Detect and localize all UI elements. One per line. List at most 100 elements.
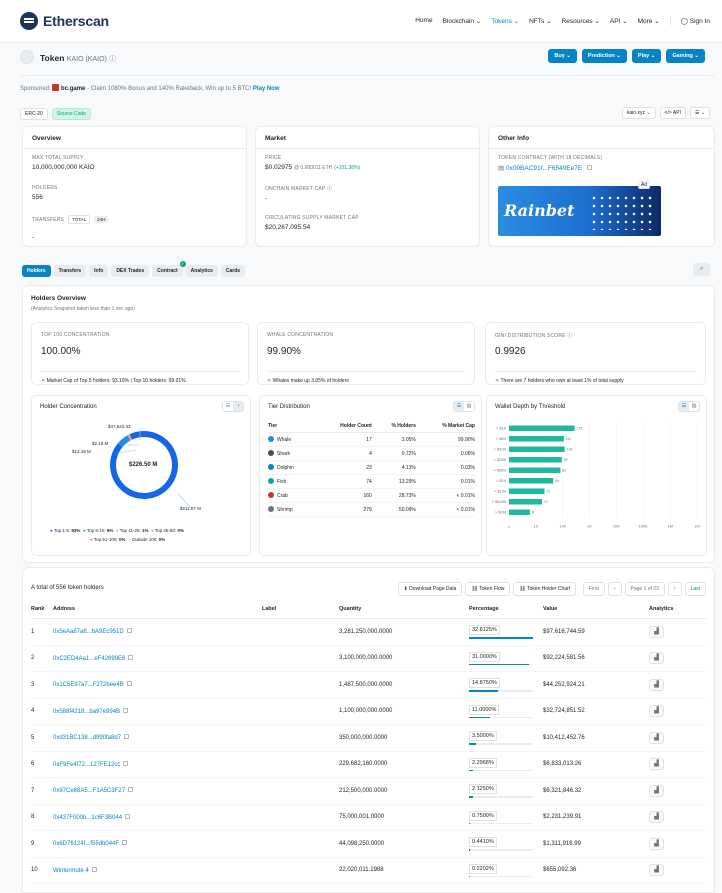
legend-item[interactable]: ● Top 51-100: 0% [90,537,125,542]
copy-icon[interactable] [128,654,134,660]
copy-icon[interactable] [126,681,132,687]
holder-address-link[interactable]: 0x5eAa87a6...bA9Ec951D [53,629,124,636]
copy-icon[interactable] [123,707,129,713]
legend-item[interactable]: ● Outside 100: 0% [128,537,165,542]
holder-address-link[interactable]: 0x6D76124f...f55db044F [53,841,120,848]
chart-view-icon[interactable]: ▥ [689,402,699,411]
tab-transfers[interactable]: Transfers [53,265,87,277]
copy-icon[interactable] [126,628,132,634]
pager-first[interactable]: First [583,582,605,596]
donut-slice-top-11-25[interactable] [127,434,133,441]
holder-address-link[interactable]: 0xC2ED4Aa1...eF42899E6 [53,655,126,662]
pager-next[interactable]: › [667,582,682,596]
copy-icon[interactable] [128,787,134,793]
website-dropdown[interactable]: kaio.xyz ⌄ [621,107,656,119]
top-navbar: Etherscan Home Blockchain ⌄ Tokens ⌄ NFT… [0,0,722,43]
legend-dot-icon: ● [115,528,120,533]
analytics-chart-icon[interactable]: ▟ [649,705,664,718]
holder-address-link[interactable]: 0xd31BC138...d990fa8d7 [53,735,122,742]
legend-item[interactable]: ● Top 6-10: 6% [83,528,113,533]
sponsor-cta-link[interactable]: Play Now [252,86,280,92]
depth-bar[interactable] [509,467,561,474]
list-view-icon[interactable]: ☰ [223,402,233,411]
copy-icon[interactable] [123,760,129,766]
tab-analytics[interactable]: Analytics [185,265,218,277]
analytics-chart-icon[interactable]: ▟ [649,784,664,797]
pager-prev[interactable]: ‹ [607,582,622,596]
holder-address-link[interactable]: Wintermute 4 [53,867,89,874]
tier-holders-pct: 0.72% [371,446,416,461]
nav-home[interactable]: Home [415,17,433,24]
holder-chart-button[interactable]: ⛓ Token Holder Chart [513,582,577,596]
legend-item[interactable]: ● Top 1-5: 93% [50,528,80,533]
copy-icon[interactable] [125,813,131,819]
nav-more[interactable]: More ⌄ [637,17,660,25]
transfers-24h-tab[interactable]: 24H [94,216,109,223]
nav-signin[interactable]: ◯ Sign In [681,17,710,25]
donut-slice-top-1-5[interactable] [110,431,178,499]
copy-icon[interactable] [91,866,97,872]
donut-slice-top-6-10[interactable] [117,435,131,448]
tier-distribution-card: Tier Distribution ☰ ▥ Tier Holder Count %… [259,395,482,556]
percentage-wrap: 3.5000% [469,731,533,745]
holder-address-link[interactable]: 0xF9Fe4f72...127FE12cc [53,761,121,768]
depth-bar[interactable] [509,478,554,484]
depth-bar[interactable] [509,457,562,463]
analytics-chart-icon[interactable]: ▟ [649,811,664,824]
more-menu-button[interactable]: ☰ ⌄ [689,107,710,119]
analytics-chart-icon[interactable]: ▟ [649,678,664,691]
copy-icon[interactable] [124,734,130,740]
prediction-button[interactable]: Prediction ⌄ [581,49,627,63]
tab-holders[interactable]: Holders [22,265,51,277]
holder-address-link[interactable]: 0x97Ce88A5...F1A5C3F27 [53,788,126,795]
chart-view-icon[interactable]: ◔ [233,402,243,411]
pager-last[interactable]: Last [684,582,706,596]
depth-bar[interactable] [509,509,530,516]
nav-api[interactable]: API ⌄ [609,17,628,25]
tab-dex-trades[interactable]: DEX Trades [111,265,150,277]
rainbet-ad[interactable]: Rainbet [498,186,661,236]
source-code-badge[interactable]: Source Code [51,108,91,120]
nav-blockchain[interactable]: Blockchain ⌄ [442,17,482,25]
depth-bar[interactable] [509,499,543,505]
depth-bar[interactable] [509,488,545,495]
tier-holders-pct: 28.73% [371,488,416,503]
contract-address-link[interactable]: 0x00BAC91f...F6549Ee7E [505,165,583,172]
tab-cards[interactable]: Cards [220,265,246,277]
list-view-icon[interactable]: ☰ [454,402,464,411]
analytics-chart-icon[interactable]: ▟ [649,864,664,877]
buy-button[interactable]: Buy ⌄ [548,49,577,63]
percentage-wrap: 0.4410% [469,837,533,851]
nav-nfts[interactable]: NFTs ⌄ [529,17,552,25]
legend-item[interactable]: ● Top 26-50: 0% [151,528,184,533]
analytics-chart-icon[interactable]: ▟ [649,758,664,771]
depth-bar[interactable] [509,446,565,453]
nav-resources[interactable]: Resources ⌄ [561,17,600,25]
depth-bar[interactable] [509,425,575,432]
analytics-chart-icon[interactable]: ▟ [649,625,664,638]
chart-view-icon[interactable]: ▥ [464,402,474,411]
search-icon[interactable]: ⌕ [693,263,710,276]
list-view-icon[interactable]: ☰ [679,402,689,411]
depth-bar[interactable] [509,436,564,442]
legend-item[interactable]: ● Top 11-25: 1% [116,528,149,533]
copy-icon[interactable] [122,840,128,846]
token-flow-button[interactable]: ⛓ Token Flow [465,582,511,596]
analytics-chart-icon[interactable]: ▟ [649,837,664,850]
percentage-wrap: 11.0000% [469,704,533,718]
holder-address-link[interactable]: 0x588f4218...ba97e994B [53,708,121,715]
etherscan-logo[interactable]: Etherscan [20,12,109,30]
copy-icon[interactable] [587,165,593,170]
transfers-total-tab[interactable]: TOTAL [68,215,91,224]
api-button[interactable]: </> API [659,107,686,119]
holder-address-link[interactable]: 0x437F000b...1c6F3B044 [53,814,123,821]
analytics-chart-icon[interactable]: ▟ [649,731,664,744]
analytics-chart-icon[interactable]: ▟ [649,652,664,665]
gaming-button[interactable]: Gaming ⌄ [666,49,705,63]
play-button[interactable]: Play ⌄ [631,49,662,63]
tab-contract[interactable]: Contract ✓ [152,261,186,277]
download-button[interactable]: ⬇ Download Page Data [397,582,463,596]
nav-tokens[interactable]: Tokens ⌄ [491,17,520,25]
holder-address-link[interactable]: 0x1C5E97a7...F272bee4B [53,682,124,689]
tab-info[interactable]: Info [89,265,109,277]
